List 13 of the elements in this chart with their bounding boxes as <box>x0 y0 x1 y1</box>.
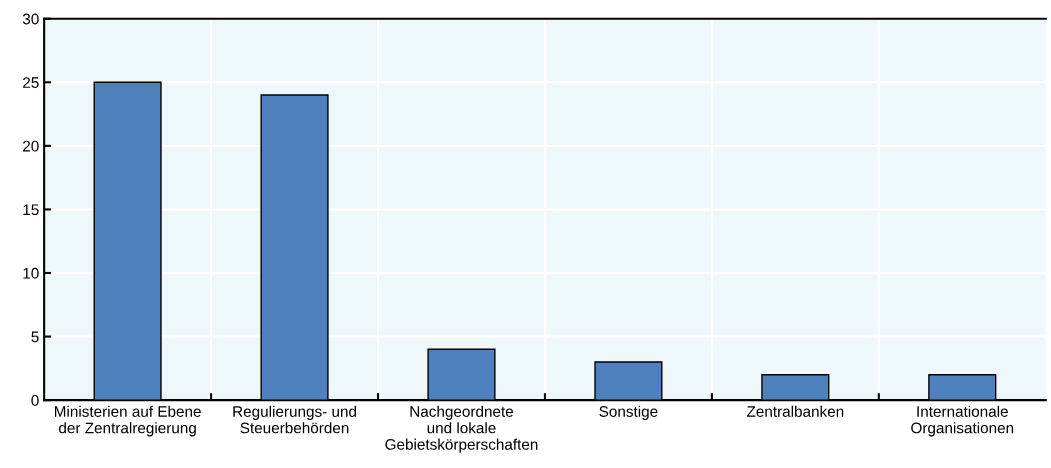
x-tick-label: Zentralbanken <box>747 405 844 417</box>
y-tick-label: 15 <box>23 204 39 216</box>
y-tick-label: 25 <box>23 77 39 88</box>
x-tick-label: Sonstige <box>599 405 658 420</box>
y-tick-label: 30 <box>22 13 39 25</box>
y-tick-label: 5 <box>31 331 39 343</box>
x-tick-label: Internationale Organisationen <box>911 405 1014 437</box>
x-tick-label: Ministerien auf Ebene der Zentralregierung <box>54 405 201 437</box>
y-tick-label: 20 <box>23 140 39 152</box>
y-tick-label: 10 <box>23 267 39 279</box>
x-tick-label: Nachgeordnete und lokale Gebietskörperschaften <box>385 405 538 453</box>
x-tick-label: Regulierungs- und Steuerbehörden <box>233 405 356 434</box>
y-tick-label: 0 <box>31 395 39 406</box>
